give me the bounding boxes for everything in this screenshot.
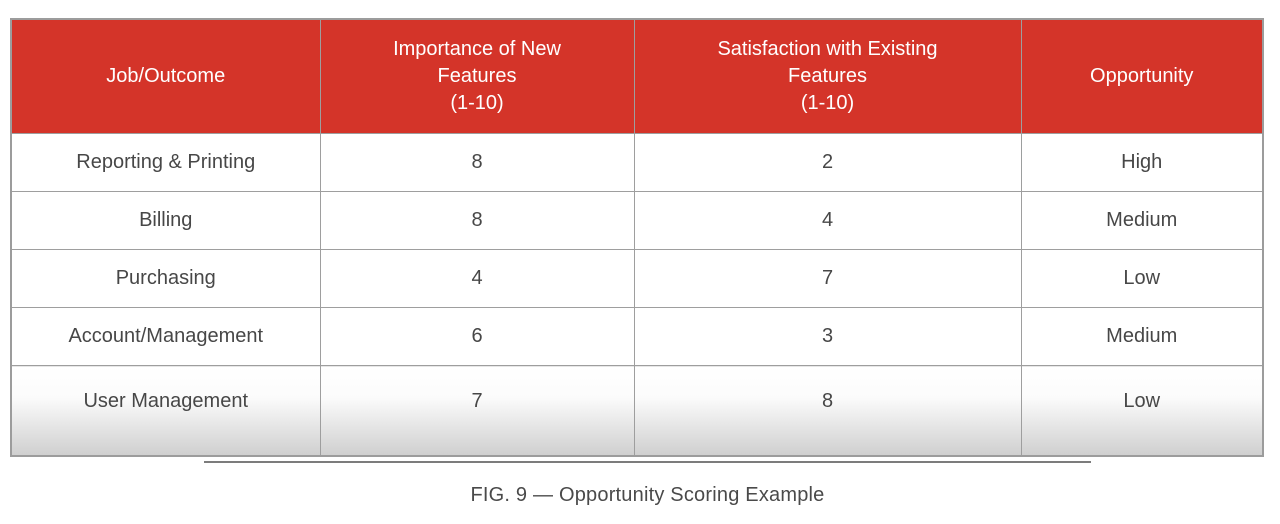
column-header-opportunity: Opportunity xyxy=(1020,18,1264,134)
header-line: Job/Outcome xyxy=(106,65,226,87)
header-line: Features xyxy=(788,65,867,87)
cell-satisfaction: 8 xyxy=(633,365,1022,457)
cell-satisfaction: 2 xyxy=(633,133,1022,192)
cell-job: Reporting & Printing xyxy=(10,133,321,192)
table-row: Billing 8 4 Medium xyxy=(10,191,1264,250)
cell-importance: 6 xyxy=(319,307,635,366)
figure-caption-block: FIG. 9 — Opportunity Scoring Example xyxy=(204,461,1091,507)
cell-job: Account/Management xyxy=(10,307,321,366)
header-line: (1-10) xyxy=(800,92,855,114)
column-header-job-outcome: Job/Outcome xyxy=(10,18,321,134)
cell-job: Purchasing xyxy=(10,249,321,308)
cell-opportunity: High xyxy=(1020,133,1264,192)
column-header-importance: Importance of New Features (1-10) xyxy=(319,18,635,134)
cell-opportunity: Low xyxy=(1020,365,1264,457)
cell-job: Billing xyxy=(10,191,321,250)
header-line: (1-10) xyxy=(450,92,504,114)
cell-importance: 4 xyxy=(319,249,635,308)
cell-importance: 7 xyxy=(319,365,635,457)
table-row: Account/Management 6 3 Medium xyxy=(10,307,1264,366)
table-header-row: Job/Outcome Importance of New Features (… xyxy=(10,18,1264,134)
opportunity-scoring-table: Job/Outcome Importance of New Features (… xyxy=(10,18,1264,457)
column-header-satisfaction: Satisfaction with Existing Features (1-1… xyxy=(633,18,1022,134)
cell-satisfaction: 7 xyxy=(633,249,1022,308)
header-line: Importance of New xyxy=(393,38,561,60)
table-row: Reporting & Printing 8 2 High xyxy=(10,133,1264,192)
cell-job: User Management xyxy=(10,365,321,457)
header-line: Opportunity xyxy=(1090,65,1194,87)
cell-satisfaction: 3 xyxy=(633,307,1022,366)
table-row: Purchasing 4 7 Low xyxy=(10,249,1264,308)
cell-importance: 8 xyxy=(319,191,635,250)
cell-importance: 8 xyxy=(319,133,635,192)
torn-paper-table: Job/Outcome Importance of New Features (… xyxy=(10,18,1264,457)
cell-opportunity: Low xyxy=(1020,249,1264,308)
cell-satisfaction: 4 xyxy=(633,191,1022,250)
header-line: Satisfaction with Existing xyxy=(717,38,938,60)
cell-opportunity: Medium xyxy=(1020,191,1264,250)
cell-opportunity: Medium xyxy=(1020,307,1264,366)
header-line: Features xyxy=(437,65,517,87)
figure-caption: FIG. 9 — Opportunity Scoring Example xyxy=(470,484,825,506)
table-row-torn: User Management 7 8 Low xyxy=(10,365,1264,457)
